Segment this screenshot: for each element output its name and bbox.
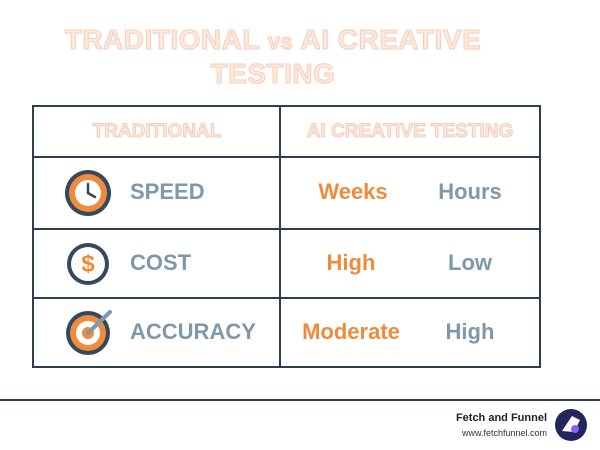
row-label: SPEED (130, 179, 205, 204)
ai-value: Low (448, 250, 493, 275)
brand-name: Fetch and Funnel (456, 412, 547, 424)
target-icon (66, 310, 112, 355)
header: AI CREATIVE TESTING (307, 121, 514, 142)
title: TRADITIONAL vs AI CREATIVE TESTING (63, 24, 483, 90)
table-grid (32, 105, 541, 368)
header: TRADITIONAL (93, 121, 222, 142)
row-label: COST (130, 250, 192, 275)
traditional-value: Moderate (302, 319, 400, 344)
title-vs: vs (267, 29, 294, 55)
brand-logo (555, 409, 587, 441)
ai-value: Hours (438, 179, 502, 204)
traditional-value: High (327, 250, 376, 275)
dollar-icon: $ (67, 243, 109, 285)
title-part: AI CREATIVE TESTING (210, 24, 482, 90)
brand-url: www.fetchfunnel.com (461, 428, 547, 438)
table-border (32, 105, 541, 368)
title-part: TRADITIONAL (64, 24, 260, 56)
traditional-value: Weeks (318, 179, 387, 204)
ai-value: High (446, 319, 495, 344)
svg-text:$: $ (81, 250, 95, 277)
row-label: ACCURACY (130, 319, 256, 344)
clock-icon (65, 170, 111, 216)
